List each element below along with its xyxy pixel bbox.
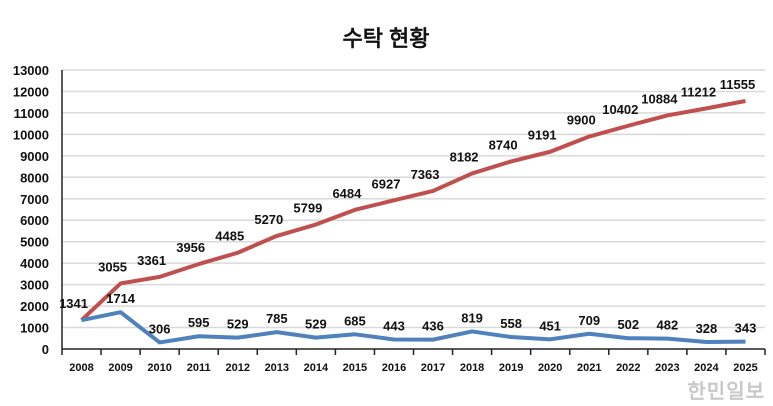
data-label: 502 — [617, 317, 639, 332]
data-label: 1714 — [106, 291, 136, 306]
x-tick-label: 2024 — [694, 362, 719, 374]
y-tick-label: 2000 — [20, 299, 49, 314]
x-tick-label: 2020 — [538, 362, 562, 374]
data-label: 9900 — [567, 113, 596, 128]
x-tick-label: 2017 — [421, 362, 445, 374]
x-tick-label: 2014 — [304, 362, 329, 374]
data-label: 5799 — [293, 201, 322, 216]
y-tick-label: 7000 — [20, 192, 49, 207]
data-label: 558 — [500, 316, 522, 331]
data-label: 9191 — [528, 128, 557, 143]
data-label: 595 — [188, 315, 210, 330]
data-label: 436 — [422, 319, 444, 334]
y-tick-label: 12000 — [13, 84, 49, 99]
data-label: 6484 — [332, 186, 362, 201]
y-tick-label: 5000 — [20, 235, 49, 250]
x-tick-label: 2016 — [382, 362, 406, 374]
data-label: 8182 — [450, 149, 479, 164]
chart-title: 수탁 현황 — [342, 26, 429, 51]
data-label: 11555 — [720, 77, 755, 92]
x-tick-label: 2013 — [265, 362, 289, 374]
data-label: 306 — [149, 321, 171, 336]
x-tick-label: 2021 — [577, 362, 601, 374]
y-tick-label: 0 — [42, 342, 49, 357]
y-tick-label: 9000 — [20, 149, 49, 164]
data-label: 785 — [266, 311, 288, 326]
data-label: 6927 — [372, 176, 401, 191]
y-tick-label: 3000 — [20, 278, 49, 293]
data-label: 10402 — [602, 102, 638, 117]
x-tick-label: 2023 — [655, 362, 679, 374]
x-tick-label: 2010 — [147, 362, 171, 374]
data-label: 1341 — [59, 296, 88, 311]
data-label: 482 — [657, 318, 679, 333]
data-label: 443 — [383, 318, 405, 333]
x-tick-label: 2008 — [69, 362, 93, 374]
y-tick-label: 4000 — [20, 256, 49, 271]
y-tick-label: 13000 — [13, 63, 49, 78]
data-label: 3956 — [176, 240, 205, 255]
data-label: 709 — [578, 313, 600, 328]
data-label: 529 — [305, 317, 327, 332]
y-tick-label: 8000 — [20, 170, 49, 185]
series-line-0 — [80, 99, 746, 322]
data-label: 3361 — [137, 253, 166, 268]
data-label: 819 — [461, 310, 483, 325]
y-tick-label: 1000 — [20, 321, 49, 336]
x-tick-label: 2015 — [343, 362, 367, 374]
watermark: 한민일보 — [687, 379, 765, 403]
x-tick-label: 2012 — [226, 362, 250, 374]
x-tick-label: 2019 — [499, 362, 523, 374]
data-label: 11212 — [681, 84, 716, 99]
data-label: 685 — [344, 313, 366, 328]
data-label: 10884 — [641, 91, 678, 106]
x-tick-label: 2011 — [187, 362, 211, 374]
data-label: 5270 — [254, 212, 283, 227]
data-label: 8740 — [489, 137, 518, 152]
data-label: 343 — [735, 321, 757, 336]
y-tick-label: 10000 — [13, 127, 49, 142]
x-tick-label: 2022 — [616, 362, 640, 374]
data-label: 328 — [696, 321, 718, 336]
x-tick-label: 2018 — [460, 362, 484, 374]
x-tick-label: 2009 — [108, 362, 132, 374]
data-label: 7363 — [411, 167, 440, 182]
data-label: 529 — [227, 317, 249, 332]
data-label: 451 — [539, 318, 561, 333]
y-tick-label: 6000 — [20, 213, 49, 228]
data-label: 3055 — [98, 259, 127, 274]
y-tick-label: 11000 — [14, 106, 49, 121]
series-line-1 — [81, 310, 746, 345]
x-tick-label: 2025 — [733, 362, 757, 374]
data-label: 4485 — [215, 229, 244, 244]
